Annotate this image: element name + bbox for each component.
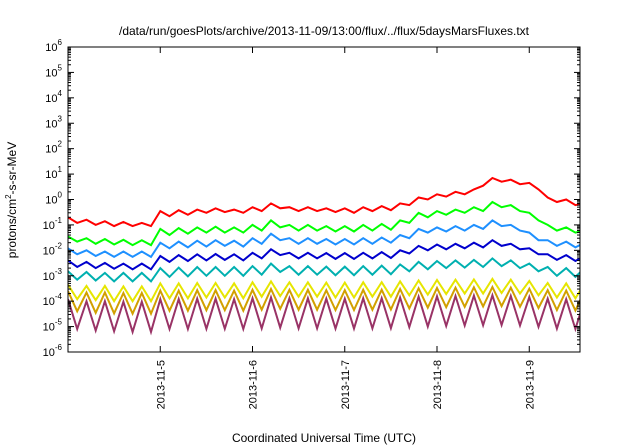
y-tick-label-exp: 5 bbox=[58, 63, 63, 72]
series-line-8 bbox=[68, 291, 580, 336]
y-tick-label: 10-1 bbox=[43, 216, 63, 232]
y-tick-label: 10-4 bbox=[43, 292, 63, 308]
y-tick-label-base: 10 bbox=[45, 93, 57, 105]
y-tick-label-base: 10 bbox=[43, 322, 55, 334]
y-tick-label-exp: -2 bbox=[55, 241, 63, 250]
y-tick-label-exp: -6 bbox=[55, 343, 63, 352]
y-tick-label-base: 10 bbox=[45, 144, 57, 156]
series-line-5 bbox=[68, 257, 580, 283]
y-tick-label-base: 10 bbox=[43, 271, 55, 283]
y-tick-label-base: 10 bbox=[43, 220, 55, 232]
y-tick-label-exp: 4 bbox=[58, 89, 63, 98]
y-tick-label-base: 10 bbox=[45, 67, 57, 79]
series-line-6 bbox=[68, 277, 580, 304]
y-tick-label: 104 bbox=[45, 89, 62, 105]
y-tick-label-exp: -4 bbox=[55, 292, 63, 301]
chart-title: /data/run/goesPlots/archive/2013-11-09/1… bbox=[119, 24, 530, 38]
y-tick-label-exp: 0 bbox=[58, 191, 63, 200]
y-tick-label-exp: 1 bbox=[58, 165, 63, 174]
series-line-4 bbox=[68, 238, 580, 271]
y-tick-label-base: 10 bbox=[43, 245, 55, 257]
y-tick-label-base: 10 bbox=[45, 195, 57, 207]
y-tick-label-exp: -1 bbox=[55, 216, 63, 225]
y-tick-label: 100 bbox=[45, 191, 62, 207]
y-axis: 10-610-510-410-310-210-11001011021031041… bbox=[43, 38, 580, 359]
y-axis-label-pre: protons/cm bbox=[5, 199, 19, 258]
y-axis-label: protons/cm2-s-sr-MeV bbox=[4, 142, 19, 258]
y-tick-label-base: 10 bbox=[45, 118, 57, 130]
y-tick-label-exp: 6 bbox=[58, 38, 63, 47]
y-tick-label: 103 bbox=[45, 114, 62, 130]
y-tick-label: 102 bbox=[45, 140, 62, 156]
series-line-7 bbox=[68, 284, 580, 317]
series-line-3 bbox=[68, 219, 580, 259]
series-line-2 bbox=[68, 200, 580, 247]
y-tick-label-base: 10 bbox=[45, 169, 57, 181]
x-tick-label: 2013-11-7 bbox=[340, 360, 352, 409]
y-tick-label: 10-6 bbox=[43, 343, 63, 359]
y-tick-label-exp: -3 bbox=[55, 267, 63, 276]
y-tick-label-exp: 2 bbox=[58, 140, 63, 149]
y-tick-label: 10-3 bbox=[43, 267, 63, 283]
series-line-1 bbox=[68, 176, 580, 228]
x-tick-label: 2013-11-9 bbox=[524, 360, 536, 409]
x-tick-label: 2013-11-5 bbox=[155, 360, 167, 409]
x-tick-label: 2013-11-8 bbox=[432, 360, 444, 409]
x-tick-label: 2013-11-6 bbox=[248, 360, 260, 409]
y-tick-label: 10-5 bbox=[43, 318, 63, 334]
y-tick-label-base: 10 bbox=[43, 347, 55, 359]
y-tick-label-exp: 3 bbox=[58, 114, 63, 123]
series-layer bbox=[68, 176, 580, 336]
y-tick-label-base: 10 bbox=[43, 296, 55, 308]
y-axis-label-sup: 2 bbox=[4, 194, 13, 199]
y-axis-label-post: -s-sr-MeV bbox=[5, 142, 19, 195]
x-axis: 2013-11-5 2013-11-6 2013-11-7 2013-11-8 2013… bbox=[155, 47, 536, 409]
y-tick-label-exp: -5 bbox=[55, 318, 63, 327]
y-tick-label-base: 10 bbox=[45, 42, 57, 54]
y-tick-label: 101 bbox=[45, 165, 62, 181]
x-axis-label: Coordinated Universal Time (UTC) bbox=[232, 431, 416, 445]
y-tick-label: 10-2 bbox=[43, 241, 63, 257]
y-tick-label: 105 bbox=[45, 63, 62, 79]
y-tick-label: 106 bbox=[45, 38, 62, 54]
